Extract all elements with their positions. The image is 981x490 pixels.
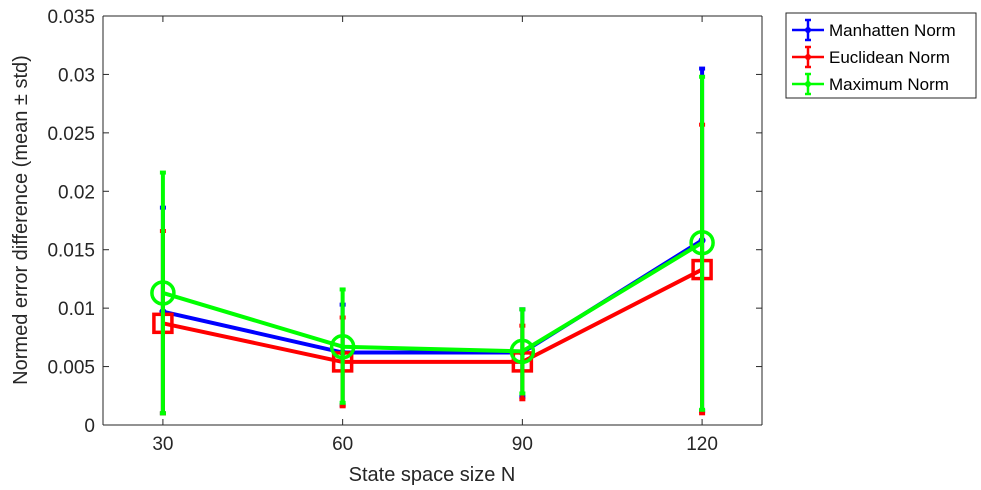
axes [102, 15, 763, 426]
x-tick-label: 30 [152, 434, 173, 455]
legend-swatch-marker [805, 81, 811, 87]
y-axis-label: Normed error difference (mean ± std) [10, 55, 32, 385]
legend-entry: Euclidean Norm [792, 45, 950, 69]
data-point [329, 333, 356, 360]
y-tick-label: 0.02 [58, 182, 95, 203]
y-tick-label: 0.01 [58, 299, 95, 320]
x-axis-label: State space size N [349, 464, 516, 486]
legend: Manhatten Norm Euclidean Norm Maximum Norm [785, 12, 977, 99]
legend-label: Manhatten Norm [829, 21, 956, 40]
x-tick-label: 90 [512, 434, 533, 455]
y-tick-label: 0.025 [47, 124, 95, 145]
axis-ticks: 0 0.005 0.01 0.015 0.02 0.025 0.03 0.035 30 60 90 1… [47, 7, 762, 455]
legend-label: Maximum Norm [829, 75, 949, 94]
data-point [150, 280, 176, 306]
y-tick-label: 0.005 [47, 358, 95, 379]
legend-swatch-marker [805, 27, 811, 33]
y-tick-label: 0 [84, 416, 95, 437]
series-layer [150, 66, 715, 416]
x-tick-label: 60 [332, 434, 353, 455]
series-line [162, 267, 704, 364]
series-line [162, 240, 704, 354]
y-tick-label: 0.035 [47, 7, 95, 28]
y-tick-label: 0.03 [58, 65, 95, 86]
x-tick-label: 120 [686, 434, 718, 455]
data-point [509, 338, 536, 365]
plot-area [103, 16, 762, 425]
legend-entry: Maximum Norm [792, 72, 949, 96]
legend-swatch-marker [805, 54, 811, 60]
y-tick-label: 0.015 [47, 241, 95, 262]
series-maximum-norm [150, 74, 715, 416]
data-point [689, 229, 715, 256]
legend-label: Euclidean Norm [829, 48, 950, 67]
legend-entry: Manhatten Norm [792, 18, 956, 42]
